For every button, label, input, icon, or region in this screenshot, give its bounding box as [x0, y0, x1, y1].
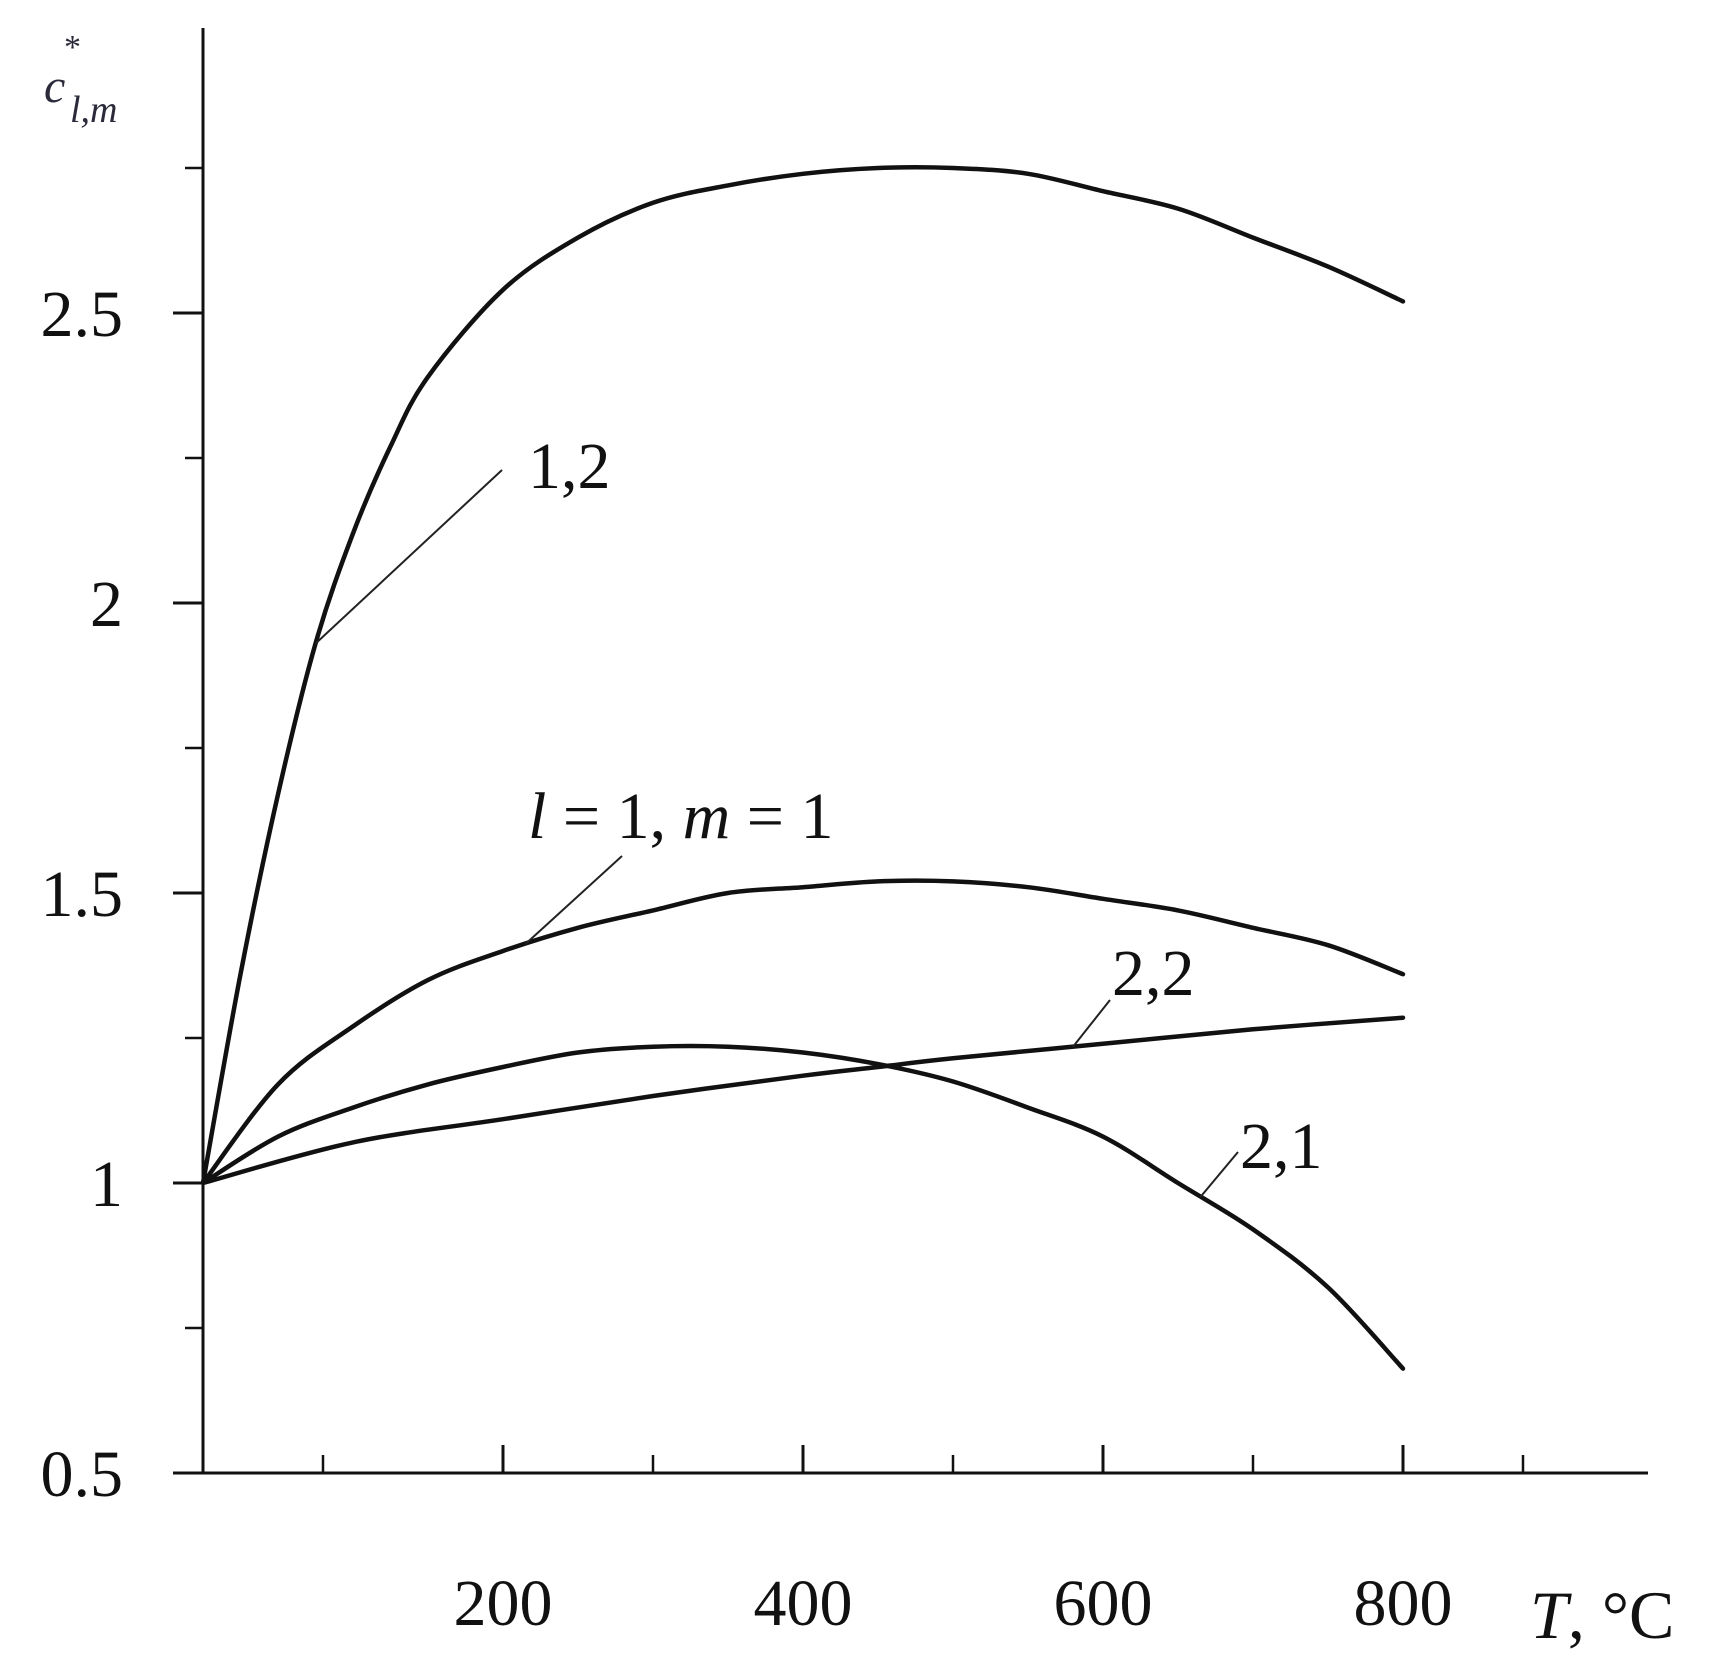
y-axis-title-sub: l,m [70, 89, 118, 131]
y-axis-title-sup: * [64, 29, 81, 66]
curve-label-1-1: l = 1, m = 1 [528, 780, 833, 853]
y-tick-label-1: 1 [90, 1148, 123, 1221]
series-line-l-1-m-1 [200, 878, 1406, 1186]
series-line-1-2 [200, 165, 1406, 1186]
y-tick-label-2: 2 [90, 568, 123, 641]
axes [201, 28, 1648, 1475]
leader-line-l-1-m-1 [524, 855, 623, 945]
curve-label-2-2: 2,2 [1112, 937, 1195, 1010]
series-line-2-2 [200, 1015, 1406, 1186]
leader-line-2-1 [1199, 1151, 1239, 1198]
y-tick-label-2.5: 2.5 [41, 278, 124, 351]
x-tick-label-800: 800 [1354, 1567, 1453, 1640]
y-axis-title-base: c [44, 60, 65, 113]
series-line-2-1 [200, 1043, 1406, 1371]
series-layer [200, 165, 1406, 1371]
ticks: 200 400 600 800 0.5 1 1.5 2 2.5 [41, 166, 1525, 1640]
curve-label-2-1: 2,1 [1240, 1110, 1323, 1183]
x-axis-title: T, °C [1530, 1577, 1674, 1653]
y-tick-label-0.5: 0.5 [41, 1438, 124, 1511]
x-axis-title-unit: , °C [1568, 1577, 1675, 1653]
curve-label-1-2: 1,2 [528, 430, 611, 503]
x-axis-title-var: T [1530, 1577, 1572, 1653]
leader-line-2-2 [1072, 999, 1111, 1048]
y-tick-label-1.5: 1.5 [41, 858, 124, 931]
x-tick-label-400: 400 [754, 1567, 853, 1640]
y-axis-title: c * l,m [44, 29, 118, 131]
x-tick-label-600: 600 [1054, 1567, 1153, 1640]
leader-line-1-2 [314, 469, 503, 645]
leader-lines [314, 469, 1239, 1198]
x-tick-label-200: 200 [454, 1567, 553, 1640]
